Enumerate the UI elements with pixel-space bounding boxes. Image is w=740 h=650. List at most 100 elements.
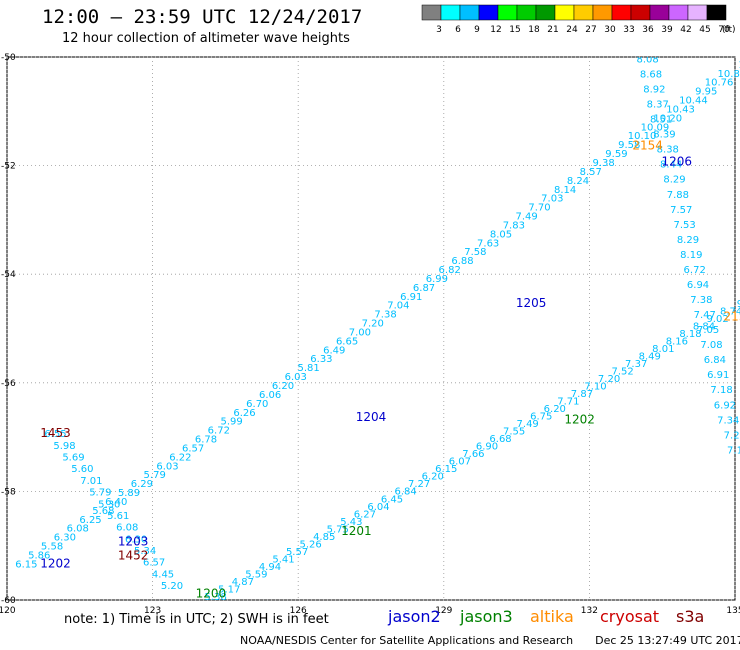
- wave-height-value: 6.57: [182, 443, 204, 454]
- wave-height-value: 8.29: [677, 235, 699, 246]
- footer-note: note: 1) Time is in UTC; 2) SWH is in fe…: [64, 612, 329, 627]
- wave-height-value: 8.29: [663, 175, 685, 186]
- colorbar-tick: 21: [547, 25, 558, 35]
- colorbar-tick: 9: [474, 25, 480, 35]
- colorbar-tick: 33: [623, 25, 634, 35]
- wave-height-value: 6.04: [367, 502, 389, 513]
- wave-height-value: 5.69: [62, 452, 84, 463]
- wave-height-value: 8.01: [652, 344, 674, 355]
- colorbar-tick: 6: [455, 25, 461, 35]
- wave-height-value: 8.37: [647, 100, 669, 111]
- wave-height-value: 6.25: [79, 515, 101, 526]
- wave-height-value: 6.15: [435, 464, 457, 475]
- wave-height-value: 11: [738, 60, 740, 71]
- legend-jason2: jason2: [388, 607, 441, 626]
- wave-height-value: 6.27: [354, 509, 376, 520]
- wave-height-value: 7.27: [408, 479, 430, 490]
- wave-height-value: 6.90: [476, 442, 498, 453]
- wave-height-value: 10.20: [653, 113, 682, 124]
- wave-height-value: 7.10: [584, 381, 606, 392]
- wave-height-value: 7.58: [464, 247, 486, 258]
- wave-height-value: 7.49: [516, 212, 538, 223]
- wave-height-value: 4.94: [259, 562, 281, 573]
- wave-height-value: 8.57: [580, 167, 602, 178]
- wave-height-value: 7.71: [557, 397, 579, 408]
- wave-height-value: 8.19: [680, 250, 702, 261]
- wave-height-value: 6.49: [323, 345, 345, 356]
- wave-height-value: 6.33: [310, 354, 332, 365]
- wave-height-value: 6.07: [449, 457, 471, 468]
- wave-height-value: 7.00: [349, 327, 371, 338]
- pass-time-label: 1202: [564, 413, 595, 427]
- lon-tick-label: 129: [435, 606, 452, 616]
- wave-height-value: 5.58: [41, 542, 63, 553]
- wave-height-value: 7.49: [517, 419, 539, 430]
- wave-height-value: 6.30: [54, 533, 76, 544]
- wave-height-value: 7.88: [667, 190, 689, 201]
- credit-text: NOAA/NESDIS Center for Satellite Applica…: [240, 634, 574, 647]
- wave-height-value: 8.14: [554, 185, 576, 196]
- wave-height-value: 5.79: [89, 488, 111, 499]
- wave-height-value: 8.74: [720, 306, 740, 317]
- wave-height-value: 8.49: [639, 351, 661, 362]
- pass-time-label: 1201: [341, 524, 372, 538]
- wave-height-value: 7.47: [694, 310, 716, 321]
- colorbar-tick: 42: [680, 25, 691, 35]
- wave-height-value: 9.59: [605, 149, 627, 160]
- colorbar-unit: (ft): [722, 25, 736, 35]
- colorbar-swatch: [706, 4, 727, 21]
- track-layer: 6.155.865.586.306.086.255.686.405.896.29…: [15, 57, 740, 603]
- wave-height-value: 9.95: [695, 87, 717, 98]
- wave-height-value: 5.61: [107, 511, 129, 522]
- wave-height-value: 6.20: [544, 404, 566, 415]
- lat-tick-label: -58: [1, 487, 16, 497]
- wave-height-value: 10.44: [679, 96, 708, 107]
- wave-height-value: 9.9: [737, 299, 740, 310]
- wave-height-value: 8.84: [693, 321, 715, 332]
- wave-height-value: 6.84: [394, 487, 416, 498]
- footer-credit: NOAA/NESDIS Center for Satellite Applica…: [240, 634, 740, 647]
- wave-height-value: 5.75: [327, 524, 349, 535]
- wave-height-value: 7.38: [690, 295, 712, 306]
- wave-height-value: 10.10: [628, 131, 657, 142]
- wave-height-value: 8.18: [679, 329, 701, 340]
- wave-height-value: 6.55: [44, 429, 66, 440]
- lon-tick-label: 126: [290, 606, 307, 616]
- pass-time-label: 1453: [40, 426, 71, 440]
- page-title: 12:00 – 23:59 UTC 12/24/2017: [42, 6, 363, 28]
- wave-height-value: 6.03: [285, 372, 307, 383]
- wave-height-value: 5.38: [205, 592, 227, 603]
- wave-height-value: 6.75: [530, 412, 552, 423]
- wave-height-value: 5.86: [28, 550, 50, 561]
- wave-height-value: 5.41: [272, 554, 294, 565]
- colorbar-tick: 36: [642, 25, 654, 35]
- colorbar-tick: 27: [585, 25, 596, 35]
- wave-height-value: 5.34: [134, 546, 156, 557]
- colorbar-tick: 30: [604, 25, 616, 35]
- wave-height-value: 7.66: [462, 449, 484, 460]
- wave-height-value: 6.22: [169, 452, 191, 463]
- wave-height-value: 7.01: [80, 476, 102, 487]
- wave-height-value: 8.24: [567, 176, 589, 187]
- wave-height-value: 6.65: [336, 336, 358, 347]
- wave-height-value: 7.08: [700, 340, 722, 351]
- wave-height-value: 6.91: [400, 292, 422, 303]
- lon-tick-label: 132: [581, 606, 598, 616]
- colorbar-tick: 70: [718, 25, 730, 35]
- wave-height-value: 6.87: [413, 283, 435, 294]
- wave-height-value: 9.02: [706, 314, 728, 325]
- wave-height-value: 7.18: [710, 385, 732, 396]
- legend-cryosat: cryosat: [600, 607, 660, 626]
- wave-height-value: 5.79: [144, 470, 166, 481]
- wave-height-value: 7.2: [724, 430, 740, 441]
- wave-height-value: 7.20: [598, 374, 620, 385]
- wave-height-value: 7.53: [673, 220, 695, 231]
- wave-height-value: 7.57: [670, 205, 692, 216]
- wave-height-value: 5.59: [245, 569, 267, 580]
- wave-height-value: 5.60: [71, 464, 93, 475]
- wave-height-value: 7.34: [717, 415, 739, 426]
- wave-height-value: 6.72: [208, 426, 230, 437]
- wave-height-value: 6.20: [422, 472, 444, 483]
- wave-height-value: 6.26: [233, 408, 255, 419]
